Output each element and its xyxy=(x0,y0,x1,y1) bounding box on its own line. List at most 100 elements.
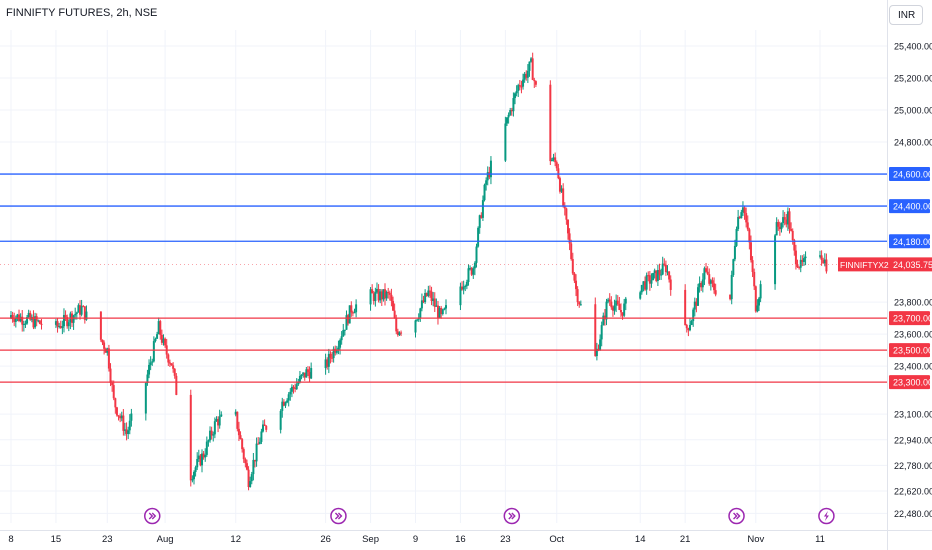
y-tick-label: 22,940.00 xyxy=(894,435,932,445)
candle-body xyxy=(29,312,32,320)
candle-body xyxy=(780,223,783,230)
candle-body xyxy=(475,246,478,263)
symbol-tag-bg xyxy=(838,257,889,272)
candle-body xyxy=(32,316,35,328)
candle-body xyxy=(613,305,616,311)
double-chevron-icon[interactable] xyxy=(144,507,161,525)
candle-body xyxy=(477,227,480,247)
candle-body xyxy=(618,304,621,310)
candle-body xyxy=(819,255,821,257)
candle-body xyxy=(241,439,244,450)
candle-body xyxy=(799,259,802,268)
candle-body xyxy=(295,384,298,390)
candle-body xyxy=(563,205,566,209)
candle-body xyxy=(236,411,239,429)
candle-body xyxy=(414,320,417,333)
candle-body xyxy=(339,340,342,348)
candle-body xyxy=(464,286,467,288)
candle-body xyxy=(568,233,571,244)
candle-body xyxy=(433,298,436,307)
candle-body xyxy=(197,455,200,460)
candle-body xyxy=(619,309,622,313)
candle-body xyxy=(802,258,805,262)
candle-body xyxy=(573,273,576,281)
x-tick-label: 14 xyxy=(635,534,646,545)
candle-body xyxy=(656,270,659,281)
candle-body xyxy=(334,348,337,353)
candle-body xyxy=(151,361,154,363)
candle-body xyxy=(820,255,823,260)
y-tick-label: 22,480.00 xyxy=(894,509,932,519)
candle-body xyxy=(473,262,476,269)
candle-body xyxy=(123,429,126,431)
y-tick-label: 25,400.00 xyxy=(894,42,932,52)
candle-body xyxy=(117,415,120,417)
candle-body xyxy=(510,110,513,112)
candle-body xyxy=(711,280,714,284)
candle-body xyxy=(82,306,85,308)
candle-body xyxy=(661,263,664,275)
candle-body xyxy=(257,443,260,445)
candle-body xyxy=(708,274,711,284)
candle-body xyxy=(159,321,162,335)
candle-body xyxy=(664,264,667,272)
candle-body xyxy=(745,213,748,223)
candle-body xyxy=(650,280,653,284)
candle-body xyxy=(239,435,242,440)
candle-body xyxy=(698,282,701,288)
candle-body xyxy=(505,117,508,124)
candle-body xyxy=(260,431,263,442)
candle-body xyxy=(440,307,443,314)
y-tick-label: 23,800.00 xyxy=(894,298,932,308)
double-chevron-icon[interactable] xyxy=(503,507,521,525)
candle-body xyxy=(154,338,157,342)
candle-body xyxy=(400,332,403,334)
x-tick-label: 12 xyxy=(230,534,241,545)
candle-body xyxy=(469,267,472,269)
x-tick-label: 11 xyxy=(815,534,825,545)
level-tag-label: 23,300.00 xyxy=(893,378,932,388)
candle-body xyxy=(168,362,171,364)
candle-body xyxy=(528,61,531,71)
candle-body xyxy=(804,256,807,259)
candle-body xyxy=(514,93,517,99)
candle-body xyxy=(61,326,64,328)
candle-body xyxy=(62,314,65,327)
candle-body xyxy=(191,479,194,481)
candle-body xyxy=(751,260,754,273)
candle-body xyxy=(348,305,351,324)
candle-body xyxy=(687,328,690,331)
currency-button[interactable]: INR xyxy=(889,5,923,25)
candle-body xyxy=(67,322,70,327)
candle-body xyxy=(345,315,348,330)
candle-body xyxy=(340,336,343,341)
candle-body xyxy=(213,421,216,435)
double-chevron-icon[interactable] xyxy=(330,507,347,525)
last-price-tag-bg xyxy=(889,257,932,272)
x-tick-label: 9 xyxy=(413,534,418,545)
candle-body xyxy=(740,212,743,219)
candle-body xyxy=(557,168,560,179)
candle-body xyxy=(515,90,518,94)
candle-body xyxy=(329,353,332,358)
candle-body xyxy=(13,319,16,322)
double-chevron-icon[interactable] xyxy=(728,507,745,525)
candle-body xyxy=(371,289,374,294)
candle-body xyxy=(748,229,751,243)
candle-body xyxy=(281,401,284,411)
lightning-icon[interactable] xyxy=(818,507,835,525)
candle-body xyxy=(600,325,603,340)
candle-body xyxy=(282,401,285,406)
candle-body xyxy=(77,305,80,313)
candle-body xyxy=(825,259,828,272)
candle-body xyxy=(306,369,309,373)
candle-body xyxy=(465,281,468,287)
candle-body xyxy=(480,215,483,218)
candle-body xyxy=(615,300,618,306)
candle-body xyxy=(705,268,708,272)
candle-body xyxy=(207,440,210,442)
candle-body xyxy=(706,271,709,275)
candle-body xyxy=(215,418,218,422)
